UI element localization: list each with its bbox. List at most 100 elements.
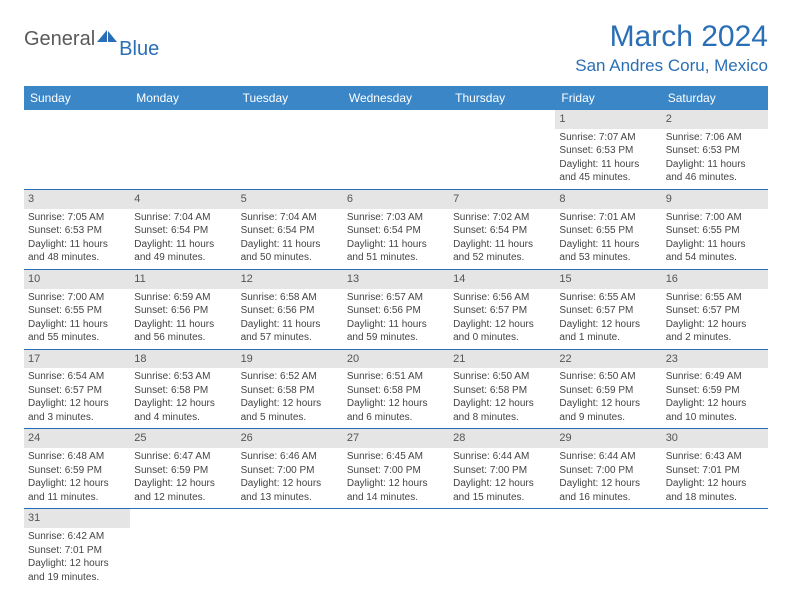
sunrise: Sunrise: 6:48 AM <box>28 450 126 464</box>
sunrise: Sunrise: 6:46 AM <box>241 450 339 464</box>
calendar-cell: 1Sunrise: 7:07 AMSunset: 6:53 PMDaylight… <box>555 110 661 189</box>
day-number: 29 <box>555 429 661 448</box>
daylight: Daylight: 12 hours and 9 minutes. <box>559 397 657 424</box>
day-number: 22 <box>555 350 661 369</box>
calendar-cell: 27Sunrise: 6:45 AMSunset: 7:00 PMDayligh… <box>343 429 449 509</box>
sunset: Sunset: 6:57 PM <box>453 304 551 318</box>
day-number: 28 <box>449 429 555 448</box>
sunset: Sunset: 6:53 PM <box>559 144 657 158</box>
logo: General Blue <box>24 28 163 51</box>
sunrise: Sunrise: 6:57 AM <box>347 291 445 305</box>
sunrise: Sunrise: 7:04 AM <box>134 211 232 225</box>
daylight: Daylight: 12 hours and 14 minutes. <box>347 477 445 504</box>
daylight: Daylight: 11 hours and 46 minutes. <box>666 158 764 185</box>
calendar-cell <box>555 509 661 588</box>
sunrise: Sunrise: 6:55 AM <box>666 291 764 305</box>
sunset: Sunset: 6:54 PM <box>241 224 339 238</box>
sunset: Sunset: 6:58 PM <box>453 384 551 398</box>
day-content: Sunrise: 6:59 AMSunset: 6:56 PMDaylight:… <box>130 289 236 349</box>
calendar-body: 1Sunrise: 7:07 AMSunset: 6:53 PMDaylight… <box>24 110 768 588</box>
day-number: 13 <box>343 270 449 289</box>
sunrise: Sunrise: 7:02 AM <box>453 211 551 225</box>
daylight: Daylight: 12 hours and 2 minutes. <box>666 318 764 345</box>
logo-sail-icon <box>95 28 119 44</box>
day-content: Sunrise: 6:55 AMSunset: 6:57 PMDaylight:… <box>555 289 661 349</box>
sunset: Sunset: 6:54 PM <box>134 224 232 238</box>
day-content: Sunrise: 7:00 AMSunset: 6:55 PMDaylight:… <box>24 289 130 349</box>
sunset: Sunset: 6:59 PM <box>134 464 232 478</box>
day-content: Sunrise: 7:07 AMSunset: 6:53 PMDaylight:… <box>555 129 661 189</box>
day-header: Monday <box>130 86 236 110</box>
daylight: Daylight: 12 hours and 16 minutes. <box>559 477 657 504</box>
sunrise: Sunrise: 7:03 AM <box>347 211 445 225</box>
daylight: Daylight: 11 hours and 49 minutes. <box>134 238 232 265</box>
daylight: Daylight: 12 hours and 10 minutes. <box>666 397 764 424</box>
day-content: Sunrise: 6:48 AMSunset: 6:59 PMDaylight:… <box>24 448 130 508</box>
sunset: Sunset: 6:57 PM <box>666 304 764 318</box>
sunrise: Sunrise: 6:42 AM <box>28 530 126 544</box>
daylight: Daylight: 12 hours and 11 minutes. <box>28 477 126 504</box>
calendar-cell: 3Sunrise: 7:05 AMSunset: 6:53 PMDaylight… <box>24 189 130 269</box>
sunset: Sunset: 7:01 PM <box>666 464 764 478</box>
day-number: 21 <box>449 350 555 369</box>
calendar-cell: 21Sunrise: 6:50 AMSunset: 6:58 PMDayligh… <box>449 349 555 429</box>
sunset: Sunset: 6:59 PM <box>28 464 126 478</box>
day-header: Thursday <box>449 86 555 110</box>
calendar-cell: 15Sunrise: 6:55 AMSunset: 6:57 PMDayligh… <box>555 269 661 349</box>
calendar-cell: 9Sunrise: 7:00 AMSunset: 6:55 PMDaylight… <box>662 189 768 269</box>
calendar-cell: 2Sunrise: 7:06 AMSunset: 6:53 PMDaylight… <box>662 110 768 189</box>
calendar-cell: 20Sunrise: 6:51 AMSunset: 6:58 PMDayligh… <box>343 349 449 429</box>
day-content: Sunrise: 6:44 AMSunset: 7:00 PMDaylight:… <box>449 448 555 508</box>
sunset: Sunset: 6:55 PM <box>28 304 126 318</box>
sunrise: Sunrise: 6:53 AM <box>134 370 232 384</box>
sunrise: Sunrise: 6:43 AM <box>666 450 764 464</box>
logo-text-general: General <box>24 28 95 51</box>
sunset: Sunset: 6:59 PM <box>666 384 764 398</box>
sunset: Sunset: 6:53 PM <box>28 224 126 238</box>
day-content: Sunrise: 7:03 AMSunset: 6:54 PMDaylight:… <box>343 209 449 269</box>
header: General Blue March 2024 San Andres Coru,… <box>24 20 768 76</box>
daylight: Daylight: 11 hours and 48 minutes. <box>28 238 126 265</box>
day-content: Sunrise: 7:01 AMSunset: 6:55 PMDaylight:… <box>555 209 661 269</box>
daylight: Daylight: 12 hours and 3 minutes. <box>28 397 126 424</box>
sunrise: Sunrise: 7:01 AM <box>559 211 657 225</box>
sunrise: Sunrise: 7:00 AM <box>666 211 764 225</box>
calendar-cell <box>662 509 768 588</box>
daylight: Daylight: 11 hours and 57 minutes. <box>241 318 339 345</box>
sunset: Sunset: 6:55 PM <box>559 224 657 238</box>
daylight: Daylight: 12 hours and 0 minutes. <box>453 318 551 345</box>
day-header: Friday <box>555 86 661 110</box>
calendar-cell <box>237 110 343 189</box>
calendar-cell: 8Sunrise: 7:01 AMSunset: 6:55 PMDaylight… <box>555 189 661 269</box>
calendar-cell: 22Sunrise: 6:50 AMSunset: 6:59 PMDayligh… <box>555 349 661 429</box>
day-header: Saturday <box>662 86 768 110</box>
day-content: Sunrise: 6:49 AMSunset: 6:59 PMDaylight:… <box>662 368 768 428</box>
day-content: Sunrise: 6:44 AMSunset: 7:00 PMDaylight:… <box>555 448 661 508</box>
sunset: Sunset: 6:54 PM <box>347 224 445 238</box>
sunrise: Sunrise: 6:49 AM <box>666 370 764 384</box>
sunrise: Sunrise: 7:04 AM <box>241 211 339 225</box>
day-number: 17 <box>24 350 130 369</box>
day-number: 1 <box>555 110 661 129</box>
day-number: 30 <box>662 429 768 448</box>
day-number: 23 <box>662 350 768 369</box>
sunrise: Sunrise: 6:55 AM <box>559 291 657 305</box>
daylight: Daylight: 12 hours and 6 minutes. <box>347 397 445 424</box>
day-number: 14 <box>449 270 555 289</box>
sunrise: Sunrise: 6:50 AM <box>453 370 551 384</box>
calendar-cell: 10Sunrise: 7:00 AMSunset: 6:55 PMDayligh… <box>24 269 130 349</box>
daylight: Daylight: 12 hours and 5 minutes. <box>241 397 339 424</box>
calendar-row: 1Sunrise: 7:07 AMSunset: 6:53 PMDaylight… <box>24 110 768 189</box>
day-content: Sunrise: 7:02 AMSunset: 6:54 PMDaylight:… <box>449 209 555 269</box>
day-content: Sunrise: 6:51 AMSunset: 6:58 PMDaylight:… <box>343 368 449 428</box>
sunset: Sunset: 6:57 PM <box>559 304 657 318</box>
sunset: Sunset: 6:56 PM <box>134 304 232 318</box>
daylight: Daylight: 11 hours and 51 minutes. <box>347 238 445 265</box>
day-content: Sunrise: 6:56 AMSunset: 6:57 PMDaylight:… <box>449 289 555 349</box>
calendar-row: 24Sunrise: 6:48 AMSunset: 6:59 PMDayligh… <box>24 429 768 509</box>
day-header: Wednesday <box>343 86 449 110</box>
daylight: Daylight: 11 hours and 52 minutes. <box>453 238 551 265</box>
location: San Andres Coru, Mexico <box>575 56 768 76</box>
calendar-row: 17Sunrise: 6:54 AMSunset: 6:57 PMDayligh… <box>24 349 768 429</box>
day-content: Sunrise: 6:46 AMSunset: 7:00 PMDaylight:… <box>237 448 343 508</box>
